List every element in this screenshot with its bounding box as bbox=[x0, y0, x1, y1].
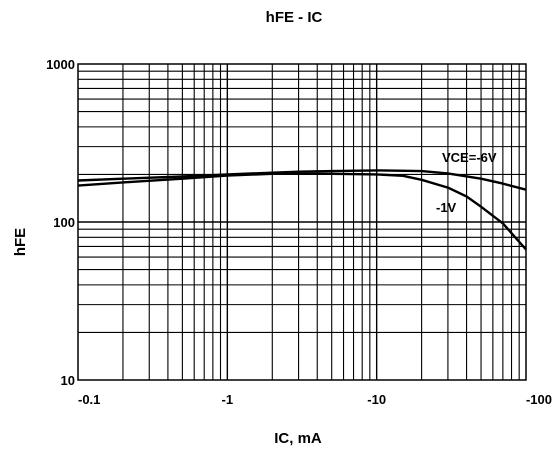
series-group bbox=[77, 169, 527, 251]
chart-title: hFE - IC bbox=[266, 9, 323, 26]
series-line-2 bbox=[77, 172, 527, 251]
x-tick-label: -0.1 bbox=[78, 392, 100, 407]
y-tick-label: 10 bbox=[61, 373, 75, 388]
x-axis-label: IC, mA bbox=[274, 430, 322, 447]
grid bbox=[78, 64, 526, 380]
plot-frame bbox=[77, 63, 527, 381]
series-line-1 bbox=[77, 169, 527, 191]
tick-labels: -0.1 -1 -10 -100 10 100 1000 bbox=[46, 57, 552, 407]
y-axis-label: hFE bbox=[12, 228, 29, 256]
annotation-vce-6v: VCE=-6V bbox=[442, 150, 497, 165]
y-tick-label: 100 bbox=[53, 215, 75, 230]
x-tick-label: -10 bbox=[367, 392, 386, 407]
x-tick-label: -100 bbox=[526, 392, 552, 407]
x-tick-label: -1 bbox=[222, 392, 234, 407]
y-tick-label: 1000 bbox=[46, 57, 75, 72]
annotation-vce-1v: -1V bbox=[436, 200, 457, 215]
